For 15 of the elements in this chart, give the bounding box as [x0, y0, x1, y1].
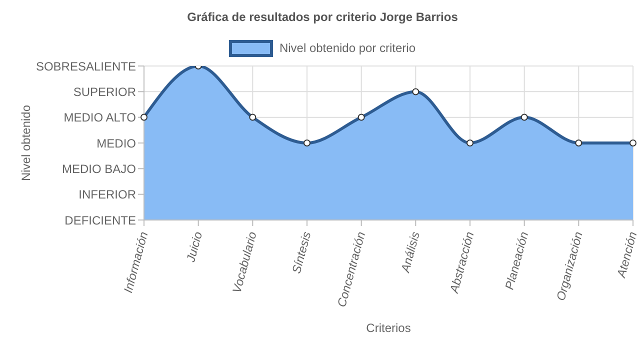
text: MEDIO [96, 136, 136, 150]
x-tick-label: Síntesis [289, 230, 314, 276]
x-axis-title: Criterios [366, 321, 411, 335]
x-tick-label: Juicio [183, 230, 206, 264]
x-tick-label: Atención [614, 230, 637, 280]
text: SUPERIOR [73, 84, 136, 99]
chart-title: Gráfica de resultados por criterio Jorge Barrios [186, 9, 459, 26]
text: INFERIOR [78, 188, 136, 202]
text: MEDIO ALTO [64, 110, 136, 125]
text: MEDIO BAJO [62, 162, 136, 176]
text: Nivel obtenido [19, 104, 33, 182]
legend-label: Nivel obtenido por criterio [279, 41, 416, 55]
text: DEFICIENTE [64, 213, 136, 228]
text: SOBRESALIENTE [36, 59, 136, 74]
x-tick-label: Análisis [398, 230, 422, 275]
